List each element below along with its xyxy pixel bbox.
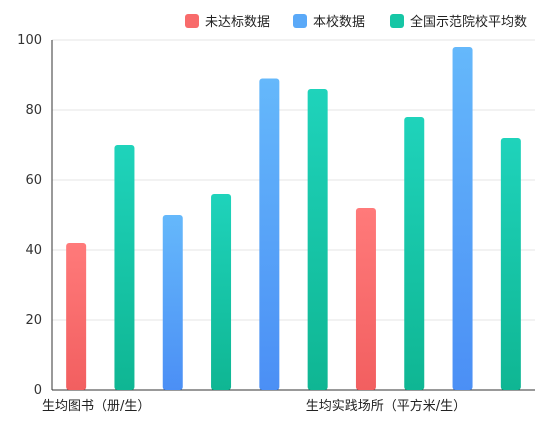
legend-label: 全国示范院校平均数 [410, 14, 527, 30]
bar-national [211, 194, 232, 390]
y-tick-label: 0 [34, 383, 42, 398]
legend-swatch [293, 14, 307, 28]
bar-national [307, 89, 328, 390]
bar-school [162, 215, 183, 390]
bar-national [404, 117, 425, 390]
y-tick-label: 100 [17, 33, 42, 48]
y-tick-label: 20 [25, 313, 42, 328]
bar-below [66, 243, 87, 390]
y-tick-label: 40 [25, 243, 42, 258]
bar-school [452, 47, 473, 390]
legend-label: 本校数据 [313, 14, 365, 30]
legend-swatch [390, 14, 404, 28]
bar-school [259, 78, 280, 390]
legend-swatch [185, 14, 199, 28]
bar-national [500, 138, 521, 390]
x-category-label: 生均实践场所（平方米/生） [306, 398, 466, 414]
bar-below [355, 208, 376, 390]
legend-label: 未达标数据 [205, 15, 270, 30]
y-tick-label: 80 [25, 103, 42, 118]
bar-national [114, 145, 135, 390]
x-category-label: 生均图书（册/生） [42, 399, 150, 414]
y-tick-label: 60 [25, 173, 42, 188]
